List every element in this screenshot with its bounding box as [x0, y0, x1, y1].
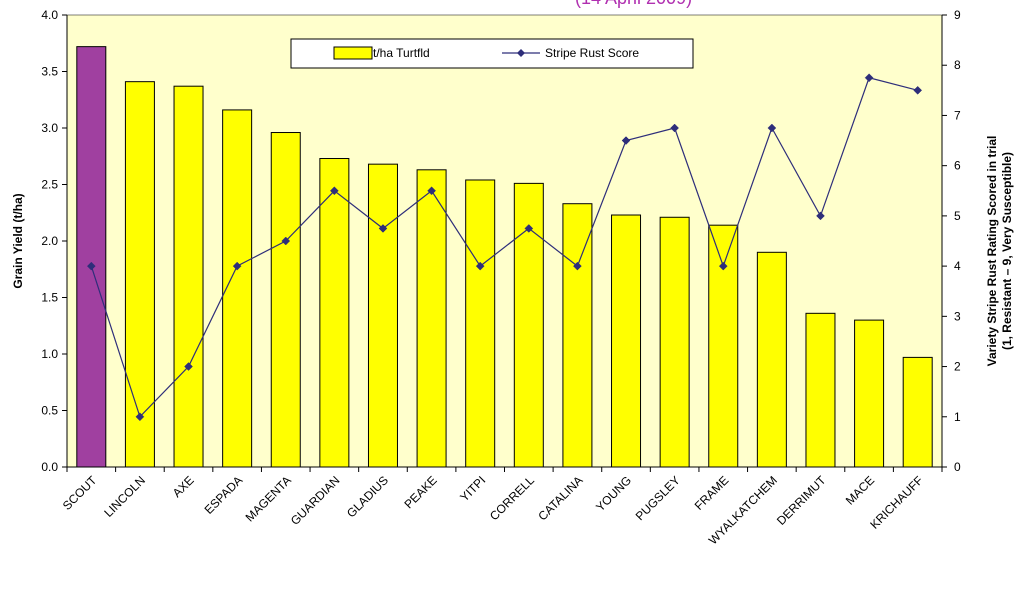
category-label-magenta: MAGENTA — [243, 473, 294, 524]
stripe-rust-point-lincoln — [135, 412, 145, 422]
stripe-rust-point-axe — [184, 362, 193, 371]
legend-bar-label: t/ha Turtfld — [373, 46, 430, 60]
category-label-gladius: GLADIUS — [344, 473, 391, 520]
line-series — [86, 73, 923, 422]
stripe-rust-point-wyalkatchem — [767, 123, 777, 133]
stripe-rust-point-correll — [524, 224, 534, 233]
category-label-derrimut: DERRIMUT — [774, 473, 829, 528]
bar-guardian — [319, 158, 350, 468]
bar-magenta — [270, 132, 301, 468]
bar-yitpi — [465, 179, 496, 468]
left-axis-ticks: 0.0 0.5 1.0 1.5 2.0 2.5 3.0 3.5 4.0 — [41, 8, 67, 474]
chart-title: (14 April 2009) — [575, 0, 692, 8]
category-label-mace: MACE — [843, 473, 877, 507]
left-tick-label: 2.5 — [41, 178, 58, 192]
bar-axe — [173, 85, 204, 468]
right-tick-label: 1 — [954, 410, 961, 424]
bar-peake — [416, 169, 447, 468]
category-label-krichauff: KRICHAUFF — [867, 473, 925, 531]
stripe-rust-point-mace — [864, 73, 874, 83]
axes — [66, 14, 943, 472]
right-tick-label: 0 — [954, 460, 961, 474]
stripe-rust-point-young — [621, 136, 631, 145]
right-tick-label: 2 — [954, 360, 961, 374]
category-label-espada: ESPADA — [202, 473, 246, 517]
bar-series — [76, 46, 933, 468]
bar-lincoln — [124, 81, 155, 468]
bar-gladius — [367, 163, 398, 468]
stripe-rust-point-scout — [86, 261, 96, 271]
y2-axis-title-line2: (1, Resistant – 9, Very Susceptible) — [1000, 152, 1014, 350]
bar-pugsley — [659, 216, 690, 468]
bar-krichauff — [902, 356, 933, 468]
right-tick-label: 6 — [954, 159, 961, 173]
category-label-catalina: CATALINA — [535, 473, 585, 523]
left-tick-label: 2.0 — [41, 234, 58, 248]
right-tick-label: 3 — [954, 309, 961, 323]
stripe-rust-line — [90, 77, 918, 418]
left-tick-label: 3.0 — [41, 121, 58, 135]
left-tick-label: 0.5 — [41, 404, 58, 418]
category-label-young: YOUNG — [593, 473, 634, 514]
right-tick-label: 9 — [954, 8, 961, 22]
bar-frame — [708, 224, 739, 468]
category-label-scout: SCOUT — [60, 473, 100, 513]
category-label-peake: PEAKE — [401, 473, 439, 511]
stripe-rust-point-catalina — [573, 261, 582, 271]
bar-mace — [854, 319, 885, 468]
legend-line-label: Stripe Rust Score — [545, 46, 639, 60]
stripe-rust-point-frame — [718, 261, 728, 271]
stripe-rust-point-peake — [427, 186, 436, 196]
left-tick-label: 3.5 — [41, 65, 58, 79]
bar-wyalkatchem — [756, 251, 787, 468]
category-label-yitpi: YITPI — [457, 473, 488, 504]
stripe-rust-point-espada — [232, 261, 242, 271]
right-axis-ticks: 0 1 2 3 4 5 6 7 8 9 — [942, 8, 961, 474]
y-axis-title: Grain Yield (t/ha) — [11, 193, 25, 288]
stripe-rust-point-yitpi — [475, 261, 485, 271]
stripe-rust-point-derrimut — [816, 211, 825, 221]
y2-axis-title-line1: Variety Stripe Rust Rating Scored in tri… — [985, 136, 999, 367]
stripe-rust-point-krichauff — [913, 85, 923, 95]
left-tick-label: 0.0 — [41, 460, 58, 474]
left-tick-label: 1.5 — [41, 291, 58, 305]
category-label-correll: CORRELL — [487, 473, 537, 523]
right-tick-label: 8 — [954, 58, 961, 72]
category-label-frame: FRAME — [692, 473, 732, 513]
bar-scout — [76, 46, 107, 468]
category-label-guardian: GUARDIAN — [288, 473, 343, 528]
bar-catalina — [562, 203, 593, 468]
right-tick-label: 4 — [954, 259, 961, 273]
legend: t/ha Turtfld Stripe Rust Score — [290, 38, 694, 69]
stripe-rust-point-gladius — [378, 224, 388, 233]
right-tick-label: 7 — [954, 108, 961, 122]
stripe-rust-point-magenta — [281, 236, 291, 246]
stripe-rust-point-guardian — [330, 186, 339, 196]
right-tick-label: 5 — [954, 209, 961, 223]
category-label-lincoln: LINCOLN — [101, 473, 148, 520]
stripe-rust-point-pugsley — [670, 123, 679, 133]
plot-area — [67, 15, 942, 467]
bar-young — [611, 214, 642, 468]
category-label-pugsley: PUGSLEY — [633, 473, 683, 523]
category-label-axe: AXE — [170, 473, 197, 500]
left-tick-label: 1.0 — [41, 347, 58, 361]
legend-line-marker — [517, 49, 525, 57]
left-tick-label: 4.0 — [41, 8, 58, 22]
bar-derrimut — [805, 312, 836, 468]
legend-bar-swatch — [333, 46, 373, 60]
